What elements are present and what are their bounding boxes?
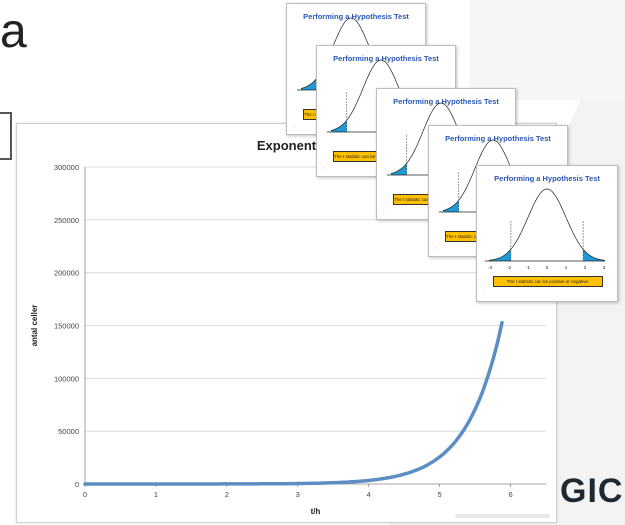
- logo-tagline-bar: [455, 514, 550, 518]
- left-tail-region: [331, 120, 347, 132]
- thumbnail-corner-mark: ▫: [483, 290, 485, 295]
- y-tick-label: 150000: [54, 322, 79, 331]
- x-tick-label: 2: [225, 490, 229, 499]
- y-tick-label: 250000: [54, 216, 79, 225]
- chart-title: Exponent: [256, 138, 317, 153]
- thumbnail-corner-mark: ▫: [293, 123, 295, 128]
- background-panel: [470, 0, 625, 100]
- y-tick-label: 100000: [54, 374, 79, 383]
- logo-text: GIC: [560, 472, 624, 510]
- thumbnail-title: Performing a Hypothesis Test: [303, 12, 409, 21]
- thumbnail-graphic: -3 -2 -1 0 1 2 3: [485, 188, 606, 270]
- thumbnail-tick-label: 3: [603, 265, 606, 270]
- bell-curve: [488, 188, 606, 261]
- left-tail-region: [489, 249, 511, 261]
- thumbnail-corner-mark: ▫: [323, 165, 325, 170]
- slide-title-fragment: a: [0, 5, 27, 58]
- x-tick-label: 3: [296, 490, 300, 499]
- left-tail-region: [391, 163, 407, 175]
- chart-canvas: 0 50000 100000 150000 200000 250000 300000 0 1 2 3…: [30, 163, 546, 516]
- thumbnail-corner-mark: ▫: [435, 245, 437, 250]
- decorative-bracket: [0, 112, 12, 160]
- x-tick-label: 5: [438, 490, 442, 499]
- x-tick-label: 1: [154, 490, 158, 499]
- thumbnail-title: Performing a Hypothesis Test: [445, 134, 551, 143]
- thumbnail-title: Performing a Hypothesis Test: [494, 174, 600, 183]
- thumbnail-tick-label: -2: [507, 265, 511, 270]
- thumbnail-tick-label: -1: [526, 265, 530, 270]
- left-tail-region: [301, 78, 317, 90]
- series-line: [83, 320, 504, 486]
- thumbnail-tick-label: 1: [565, 265, 568, 270]
- slide-thumbnail-5[interactable]: Performing a Hypothesis Test -3 -2 -1 0 1 2 3 T…: [476, 165, 618, 302]
- thumbnail-tick-label: 0: [546, 265, 549, 270]
- thumbnail-title: Performing a Hypothesis Test: [393, 97, 499, 106]
- y-tick-label: 0: [75, 480, 79, 489]
- thumbnail-note: The t statistic can be positive or negat…: [493, 276, 603, 287]
- y-axis-label: antal celler: [30, 305, 39, 347]
- x-axis-label: t/h: [311, 507, 321, 516]
- x-tick-label: 6: [508, 490, 512, 499]
- thumbnail-tick-label: 2: [584, 265, 587, 270]
- thumbnail-tick-label: -3: [488, 265, 492, 270]
- y-tick-label: 200000: [54, 269, 79, 278]
- x-tick-label: 4: [367, 490, 371, 499]
- x-tick-label: 0: [83, 490, 87, 499]
- y-tick-label: 300000: [54, 163, 79, 172]
- right-tail-region: [583, 249, 605, 261]
- left-tail-region: [443, 200, 459, 212]
- thumbnail-corner-mark: ▫: [383, 208, 385, 213]
- y-tick-label: 50000: [58, 427, 79, 436]
- thumbnail-title: Performing a Hypothesis Test: [333, 54, 439, 63]
